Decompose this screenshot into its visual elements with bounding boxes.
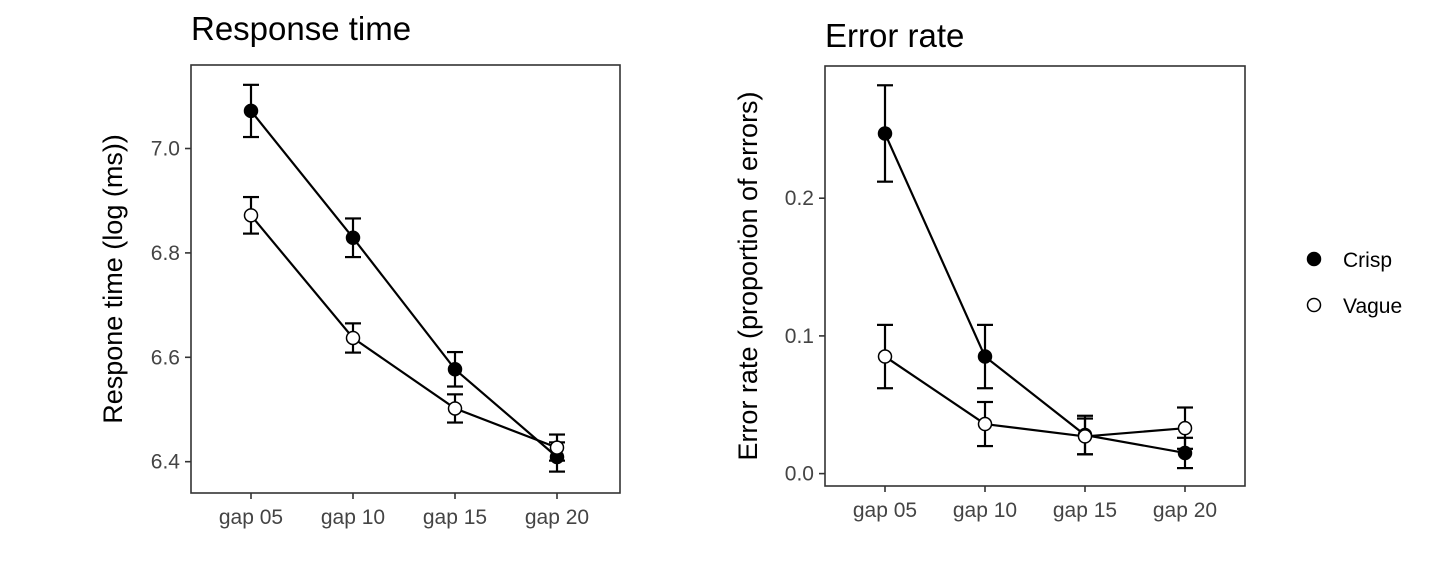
- y-tick-label: 6.6: [151, 346, 180, 369]
- chart-error-rate: Error rate Error rate (proportion of err…: [733, 17, 1246, 522]
- y-tick-label: 0.2: [785, 187, 814, 210]
- data-point-crisp: [447, 362, 463, 377]
- y-axis-label: Respone time (log (ms)): [98, 134, 128, 424]
- data-point-crisp: [345, 230, 361, 246]
- chart-title: Error rate: [825, 17, 964, 54]
- x-tick-label: gap 05: [219, 506, 283, 529]
- legend-item-vague: Vague: [1306, 295, 1402, 318]
- data-point-vague: [977, 416, 993, 432]
- series-line-vague: [884, 355, 1186, 438]
- data-point-vague: [877, 349, 893, 364]
- data-point-vague: [1177, 420, 1193, 436]
- data-point-vague: [549, 440, 565, 455]
- y-tick-label: 6.8: [151, 242, 180, 265]
- legend: Crisp Vague: [1306, 249, 1402, 318]
- y-axis-label: Error rate (proportion of errors): [733, 91, 763, 460]
- data-point-vague: [243, 208, 259, 223]
- series-line-crisp: [250, 110, 558, 458]
- data-point-vague: [1077, 429, 1093, 444]
- y-axis: 0.0 0.1 0.2: [785, 187, 825, 486]
- plot-panel: [190, 64, 621, 494]
- data-point-crisp: [243, 103, 259, 119]
- x-tick-label: gap 15: [1053, 499, 1117, 522]
- series-line-vague: [250, 214, 558, 449]
- y-tick-label: 0.0: [785, 463, 814, 486]
- x-axis: gap 05 gap 10 gap 15 gap 20: [219, 493, 589, 529]
- y-tick-label: 0.1: [785, 325, 814, 348]
- plot-area: [877, 84, 1193, 470]
- x-tick-label: gap 15: [423, 506, 487, 529]
- series-line-crisp: [883, 133, 1186, 455]
- data-point-crisp: [877, 126, 893, 141]
- chart-title: Response time: [191, 10, 411, 47]
- data-point-vague: [447, 401, 463, 416]
- x-tick-label: gap 10: [321, 506, 385, 529]
- x-tick-label: gap 10: [953, 499, 1017, 522]
- x-axis: gap 05 gap 10 gap 15 gap 20: [853, 486, 1217, 522]
- x-tick-label: gap 05: [853, 499, 917, 522]
- plot-panel: [824, 65, 1246, 487]
- legend-marker-filled: [1306, 251, 1322, 267]
- chart-response-time: Response time Respone time (log (ms)) 6.…: [98, 10, 621, 529]
- data-point-crisp: [1177, 445, 1193, 461]
- legend-marker-open: [1306, 297, 1322, 313]
- data-point-vague: [345, 330, 361, 346]
- y-axis: 6.4 6.6 6.8 7.0: [151, 138, 191, 474]
- legend-label: Crisp: [1343, 249, 1392, 272]
- data-point-crisp: [977, 349, 993, 364]
- x-tick-label: gap 20: [1153, 499, 1217, 522]
- legend-item-crisp: Crisp: [1306, 249, 1392, 272]
- y-tick-label: 7.0: [151, 138, 180, 161]
- y-tick-label: 6.4: [151, 451, 181, 474]
- plot-area: [243, 83, 565, 473]
- legend-label: Vague: [1343, 295, 1402, 318]
- x-tick-label: gap 20: [525, 506, 589, 529]
